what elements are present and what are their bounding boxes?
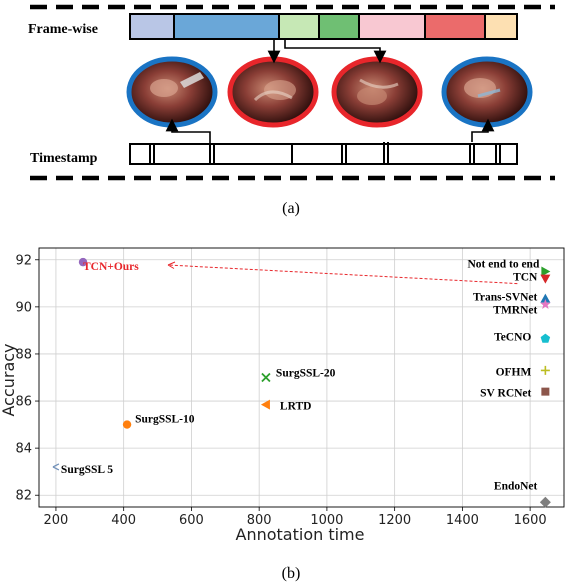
y-axis-label: Accuracy xyxy=(0,343,18,416)
y-tick-label: 88 xyxy=(15,347,32,362)
axis-ticks: 200 400 600 800 1000 1200 1400 1600 82 84 86 88 90 92 xyxy=(15,253,546,528)
arrow-frame-1 xyxy=(165,118,211,144)
label-surgssl-5: SurgSSL 5 xyxy=(61,464,113,476)
x-tick-label: 600 xyxy=(179,513,204,528)
chart-grid xyxy=(39,248,564,507)
point-tecno xyxy=(540,333,551,343)
point-sv-rcnet xyxy=(541,387,550,396)
video-frame-thumbnails xyxy=(126,56,533,128)
label-lrtd: LRTD xyxy=(280,401,312,413)
frame-segment-3 xyxy=(278,13,320,40)
plot-frame xyxy=(38,247,565,508)
x-tick-label: 200 xyxy=(44,513,69,528)
thumbnail-frame-3 xyxy=(331,56,423,128)
data-points xyxy=(52,257,551,508)
y-tick-label: 90 xyxy=(15,300,32,315)
point-surgssl-20 xyxy=(261,372,271,383)
point-not-end-to-end xyxy=(541,266,551,277)
frame-segment-7 xyxy=(484,13,518,40)
caption-b: (b) xyxy=(282,565,301,582)
y-tick-label: 82 xyxy=(15,489,32,504)
x-tick-label: 1200 xyxy=(378,513,411,528)
point-tcn xyxy=(540,274,551,284)
frame-wise-label: Frame-wise xyxy=(28,22,98,37)
point-trans-svnet xyxy=(540,293,551,303)
label-endonet: EndoNet xyxy=(494,480,538,492)
y-tick-label: 86 xyxy=(15,395,32,410)
frame-segment-6 xyxy=(424,13,486,40)
frame-segment-5 xyxy=(358,13,426,40)
frame-segment-1 xyxy=(129,13,175,40)
figure-a: Frame-wise Timestamp xyxy=(28,4,555,217)
label-tcn-ours: TCN+Ours xyxy=(83,261,139,273)
arrow-frame-3 xyxy=(284,39,387,64)
y-tick-label: 92 xyxy=(15,253,32,268)
label-not-end-to-end: Not end to end xyxy=(467,259,539,271)
label-tmrnet: TMRNet xyxy=(493,305,537,317)
point-tcn-ours xyxy=(78,257,88,267)
annotation-arrowhead xyxy=(167,261,176,269)
x-tick-label: 1600 xyxy=(514,513,547,528)
frame-segment-2 xyxy=(173,13,280,40)
timestamp-bar xyxy=(129,142,518,165)
caption-a: (a) xyxy=(282,200,300,217)
label-sv-rcnet: SV RCNet xyxy=(480,388,531,400)
thumbnail-frame-2 xyxy=(227,56,319,128)
point-lrtd xyxy=(260,399,270,410)
x-tick-label: 1000 xyxy=(310,513,343,528)
point-tmrnet xyxy=(540,299,551,309)
frame-wise-bar xyxy=(129,13,518,40)
label-ofhm: OFHM xyxy=(496,366,532,378)
x-tick-label: 400 xyxy=(111,513,136,528)
y-tick-label: 84 xyxy=(15,442,32,457)
x-axis-label: Annotation time xyxy=(236,525,365,544)
label-tcn: TCN xyxy=(513,272,538,284)
label-surgssl-20: SurgSSL-20 xyxy=(276,368,336,380)
figure-b-scatter-chart: 200 400 600 800 1000 1200 1400 1600 82 84 86 88 90 92… xyxy=(0,247,565,582)
label-tecno: TeCNO xyxy=(494,332,531,344)
arrows xyxy=(165,39,495,144)
annotation-arrow xyxy=(167,264,518,285)
timestamp-label: Timestamp xyxy=(30,151,98,166)
label-surgssl-10: SurgSSL-10 xyxy=(135,414,195,426)
arrow-frame-4 xyxy=(471,118,495,142)
point-endonet xyxy=(539,496,551,508)
frame-segment-4 xyxy=(318,13,360,40)
point-surgssl-10 xyxy=(122,420,132,429)
thumbnail-frame-4 xyxy=(441,56,533,128)
thumbnail-frame-1 xyxy=(126,56,218,128)
point-ofhm xyxy=(540,365,550,375)
x-tick-label: 800 xyxy=(247,513,272,528)
label-trans-svnet: Trans-SVNet xyxy=(473,292,537,304)
point-surgssl-5 xyxy=(52,463,60,471)
x-tick-label: 1400 xyxy=(446,513,479,528)
point-labels: TCN+Ours SurgSSL 5 SurgSSL-10 SurgSSL-20 LRT… xyxy=(61,259,540,493)
